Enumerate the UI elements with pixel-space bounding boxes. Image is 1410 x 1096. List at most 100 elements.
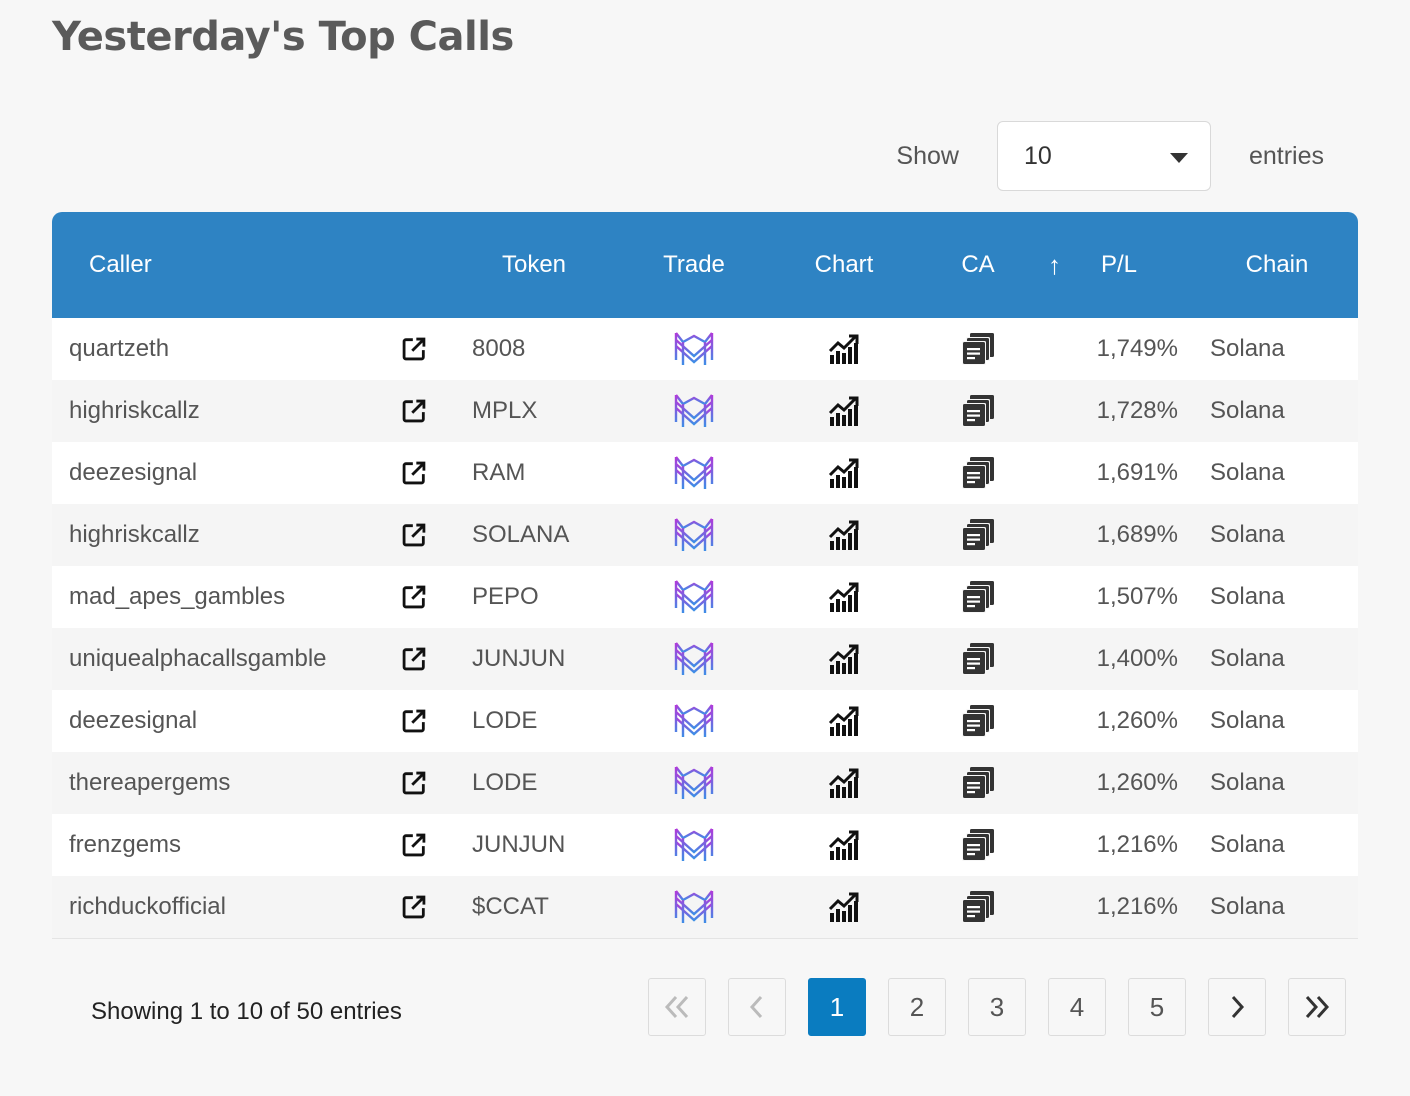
page-button-3[interactable]: 3 (968, 978, 1026, 1036)
trade-logo-icon[interactable] (673, 332, 715, 365)
caller-name: uniquealphacallsgamble (69, 645, 327, 672)
trade-logo-icon[interactable] (673, 642, 715, 675)
copy-icon[interactable] (961, 395, 995, 427)
trade-logo-icon[interactable] (673, 890, 715, 923)
chart-trend-icon[interactable] (828, 520, 860, 550)
previous-page-button[interactable] (728, 978, 786, 1036)
double-chevron-left-icon (664, 995, 689, 1019)
chart-trend-icon[interactable] (828, 334, 860, 364)
header-token[interactable]: Token (501, 251, 567, 278)
token-symbol: 8008 (472, 335, 526, 362)
entries-select-value: 10 (1023, 141, 1052, 170)
trade-logo-icon[interactable] (673, 518, 715, 551)
external-link-icon[interactable] (400, 583, 428, 610)
copy-icon[interactable] (961, 643, 995, 675)
next-page-button[interactable] (1208, 978, 1266, 1036)
trade-logo-icon[interactable] (673, 456, 715, 489)
copy-icon[interactable] (961, 581, 995, 613)
chart-trend-icon[interactable] (828, 892, 860, 922)
caller-name: richduckofficial (69, 893, 226, 920)
chart-trend-icon[interactable] (828, 582, 860, 612)
external-link-icon[interactable] (400, 707, 428, 734)
entries-select[interactable]: 10 (996, 121, 1211, 191)
token-symbol: LODE (472, 769, 538, 796)
token-symbol: PEPO (472, 583, 539, 610)
token-symbol: SOLANA (472, 521, 570, 548)
table-header-row: Caller Token Trade Chart CA ↑ P/L Chain (52, 212, 1358, 318)
chevron-right-icon (1231, 995, 1245, 1019)
entries-label: entries (1248, 141, 1324, 170)
profit-loss-value: 1,216% (1096, 893, 1178, 920)
caller-name: frenzgems (69, 831, 182, 858)
chart-trend-icon[interactable] (828, 644, 860, 674)
copy-icon[interactable] (961, 519, 995, 551)
external-link-icon[interactable] (400, 893, 428, 920)
page-button-1[interactable]: 1 (808, 978, 866, 1036)
chevron-down-icon (1169, 153, 1188, 163)
copy-icon[interactable] (961, 333, 995, 365)
external-link-icon[interactable] (400, 521, 428, 548)
chain-name: Solana (1210, 521, 1285, 548)
caller-name: deezesignal (69, 459, 198, 486)
caller-name: deezesignal (69, 707, 198, 734)
table-info: Showing 1 to 10 of 50 entries (91, 998, 402, 1025)
table-row: deezesignal RAM (52, 442, 1358, 504)
external-link-icon[interactable] (400, 335, 428, 362)
entries-length-control: Show 10 entries (896, 120, 1324, 192)
chain-name: Solana (1210, 335, 1285, 362)
chart-trend-icon[interactable] (828, 706, 860, 736)
profit-loss-value: 1,749% (1096, 335, 1178, 362)
external-link-icon[interactable] (400, 459, 428, 486)
trade-logo-icon[interactable] (673, 704, 715, 737)
trade-logo-icon[interactable] (673, 828, 715, 861)
page-button-2[interactable]: 2 (888, 978, 946, 1036)
last-page-button[interactable] (1288, 978, 1346, 1036)
first-page-button[interactable] (648, 978, 706, 1036)
trade-logo-icon[interactable] (673, 580, 715, 613)
table-row: highriskcallz MPLX (52, 380, 1358, 442)
table-row: uniquealphacallsgamble JUNJUN (52, 628, 1358, 690)
profit-loss-value: 1,507% (1096, 583, 1178, 610)
external-link-icon[interactable] (400, 769, 428, 796)
page-button-5[interactable]: 5 (1128, 978, 1186, 1036)
calls-table: Caller Token Trade Chart CA ↑ P/L Chain … (52, 212, 1358, 939)
chart-trend-icon[interactable] (828, 458, 860, 488)
header-pl[interactable]: ↑ P/L (1042, 212, 1196, 318)
page-button-4[interactable]: 4 (1048, 978, 1106, 1036)
header-ca[interactable]: CA (961, 251, 995, 278)
header-trade[interactable]: Trade (663, 251, 725, 278)
double-chevron-right-icon (1305, 995, 1330, 1019)
chain-name: Solana (1210, 583, 1285, 610)
external-link-icon[interactable] (400, 645, 428, 672)
copy-icon[interactable] (961, 767, 995, 799)
chart-trend-icon[interactable] (828, 396, 860, 426)
trade-logo-icon[interactable] (673, 394, 715, 427)
table-row: frenzgems JUNJUN (52, 814, 1358, 876)
page-title: Yesterday's Top Calls (52, 14, 514, 60)
token-symbol: JUNJUN (472, 831, 566, 858)
header-chain[interactable]: Chain (1245, 251, 1309, 278)
chevron-left-icon (749, 995, 763, 1019)
trade-logo-icon[interactable] (673, 766, 715, 799)
profit-loss-value: 1,400% (1096, 645, 1178, 672)
external-link-icon[interactable] (400, 397, 428, 424)
chart-trend-icon[interactable] (828, 830, 860, 860)
copy-icon[interactable] (961, 457, 995, 489)
header-pl-label: P/L (1100, 251, 1138, 278)
copy-icon[interactable] (961, 705, 995, 737)
profit-loss-value: 1,216% (1096, 831, 1178, 858)
copy-icon[interactable] (961, 891, 995, 923)
copy-icon[interactable] (961, 829, 995, 861)
table-row: deezesignal LODE (52, 690, 1358, 752)
token-symbol: RAM (472, 459, 526, 486)
table-row: richduckofficial $CCAT (52, 876, 1358, 938)
header-chart[interactable]: Chart (814, 251, 874, 278)
profit-loss-value: 1,728% (1096, 397, 1178, 424)
chart-trend-icon[interactable] (828, 768, 860, 798)
show-label: Show (896, 141, 959, 170)
external-link-icon[interactable] (400, 831, 428, 858)
header-caller[interactable]: Caller (89, 251, 152, 278)
table-row: quartzeth 8008 (52, 318, 1358, 380)
